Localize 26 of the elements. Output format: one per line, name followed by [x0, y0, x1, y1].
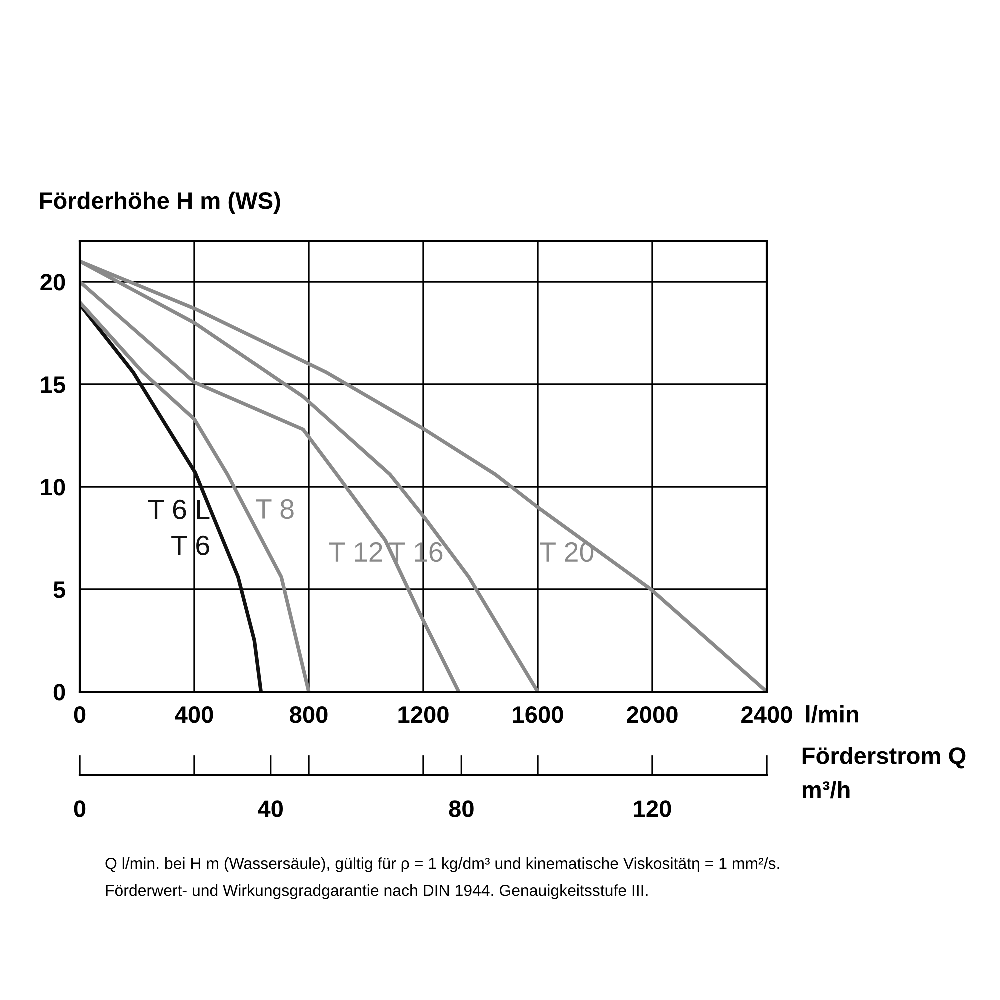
y-tick-label: 5 [54, 582, 66, 598]
text: Q l/min. bei H m (Wassersäule), gültig für ρ = 1 kg/dm³ und kinematische Viskositätη = 1 mm²/s. [106, 858, 780, 872]
y-tick-label: 10 [41, 479, 66, 496]
line-series [80, 280, 461, 692]
x-tick-label: 400 [175, 706, 214, 724]
y-tick-label: 15 [41, 376, 66, 394]
series-label: T 8 [256, 499, 294, 520]
x2-axis-title: Förderstrom Q m³/h [802, 747, 966, 799]
line-series [80, 300, 311, 692]
x-tick-label: 800 [290, 706, 328, 724]
series-label: T 6 L T 6 [148, 500, 210, 556]
x2-tick-label: 120 [634, 800, 672, 818]
series-label: T 12 [329, 542, 382, 562]
y-axis-title: Förderhöhe H m (WS) [40, 192, 280, 214]
text: Förderwert- und Wirkungsgradgarantie nach DIN 1944. Genauigkeitsstufe III. [106, 884, 648, 900]
y-tick-label: 20 [40, 274, 66, 291]
x2-tick-label: 80 [449, 800, 474, 818]
x-tick-label: 0 [74, 706, 86, 724]
x-tick-label: 2000 [627, 706, 678, 724]
x-tick-label: 1600 [513, 706, 564, 724]
y-tick-label: 0 [54, 684, 66, 701]
x2-tick-label: 0 [74, 800, 86, 818]
x-tick-label: 2400 [742, 706, 792, 724]
x-tick-label: 1200 [398, 706, 449, 724]
x2-tick-label: 40 [258, 800, 283, 818]
x-axis-title: l/min [806, 706, 858, 724]
